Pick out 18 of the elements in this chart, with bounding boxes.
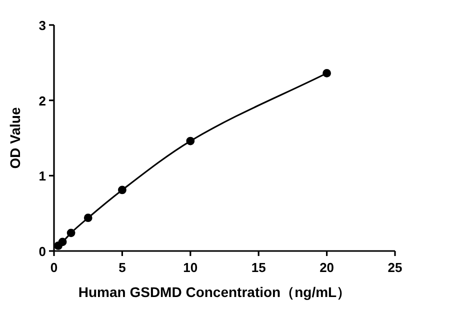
point bbox=[84, 214, 92, 222]
point bbox=[118, 186, 126, 194]
x-tick-label: 10 bbox=[183, 260, 198, 275]
point bbox=[58, 238, 67, 246]
y-axis-title: OD Value bbox=[7, 107, 23, 169]
y-tick-label: 2 bbox=[38, 93, 46, 108]
y-tick-label: 0 bbox=[38, 244, 46, 259]
x-tick-label: 0 bbox=[50, 260, 58, 275]
x-tick-label: 20 bbox=[320, 260, 334, 275]
point bbox=[186, 136, 195, 146]
y-tick-label: 1 bbox=[38, 168, 46, 184]
x-axis-title: Human GSDMD Concentration（ng/mL） bbox=[78, 284, 351, 300]
point bbox=[66, 228, 76, 238]
x-tick-label: 15 bbox=[251, 260, 266, 275]
x-tick-label: 25 bbox=[388, 260, 402, 275]
y-tick-label: 3 bbox=[38, 18, 46, 33]
point bbox=[322, 69, 331, 78]
x-tick-label: 5 bbox=[118, 260, 126, 275]
